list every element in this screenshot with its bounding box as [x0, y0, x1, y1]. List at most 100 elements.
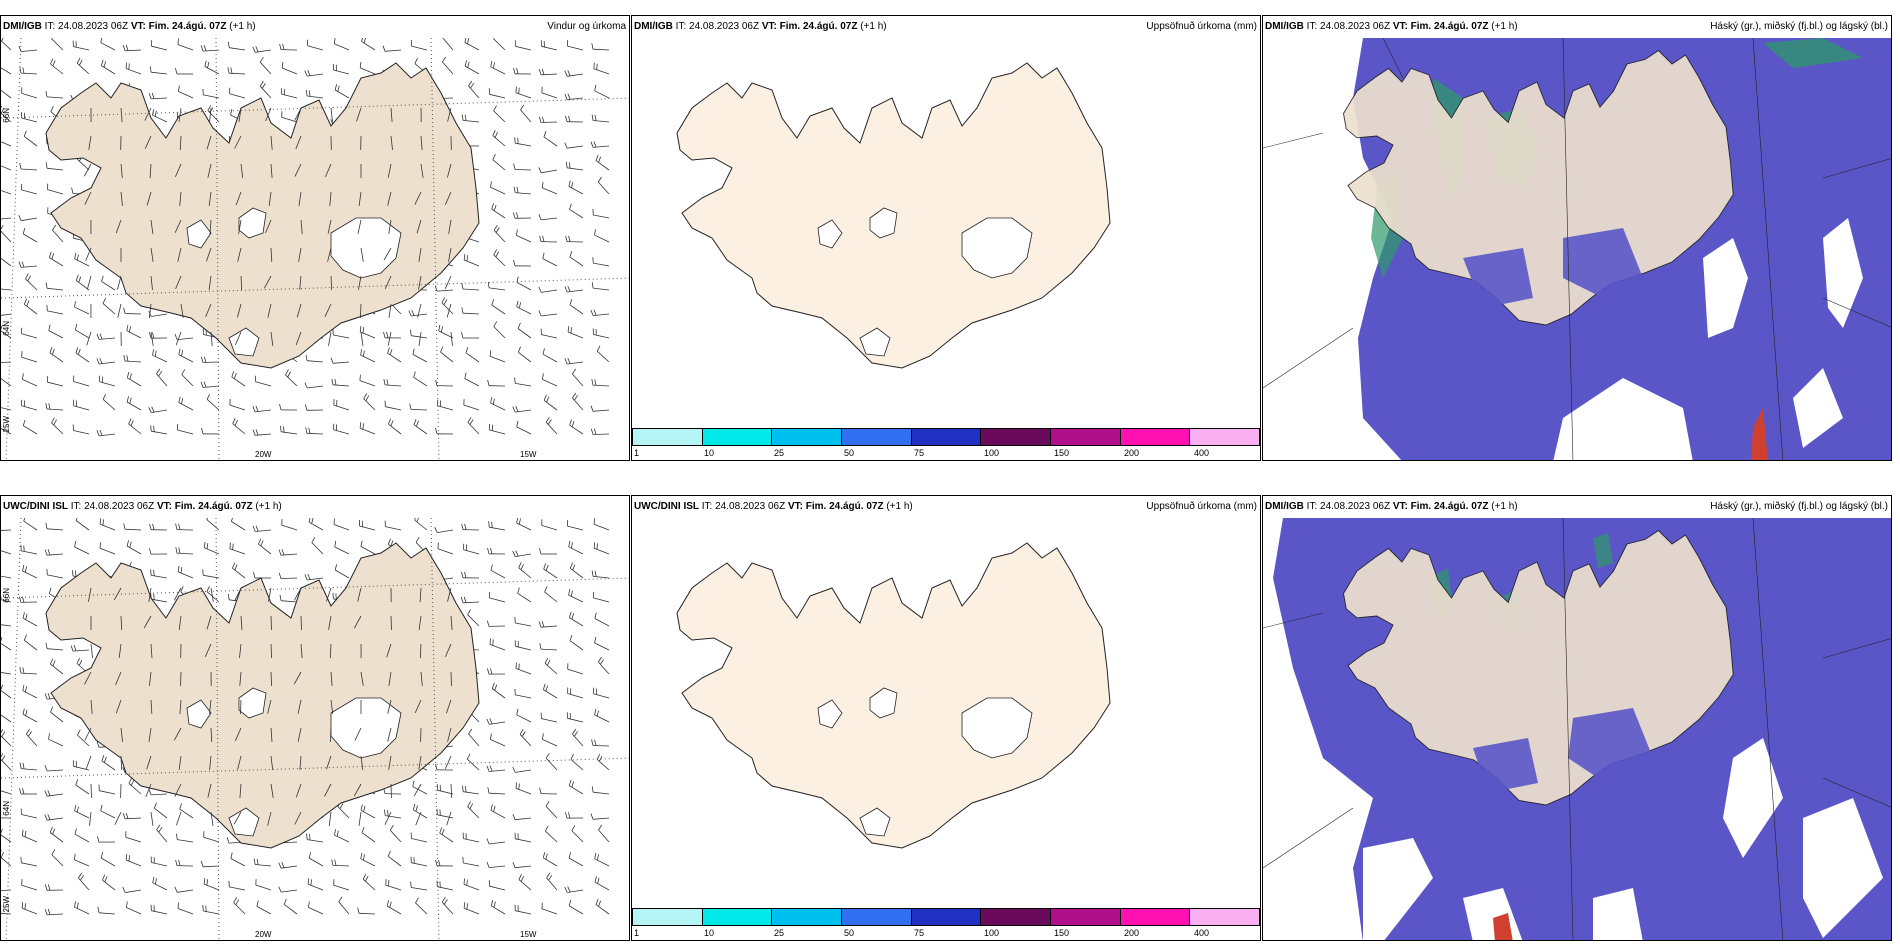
- wind-barb: [543, 563, 558, 579]
- wind-barb: [45, 403, 64, 411]
- wind-barb: [486, 838, 506, 845]
- wind-barb: [325, 163, 332, 178]
- lon-15w-label: 15W: [520, 930, 537, 939]
- wind-barb: [117, 275, 122, 290]
- wind-barb: [412, 348, 428, 363]
- wind-barb: [512, 813, 532, 821]
- wind-barb: [46, 568, 64, 579]
- wind-barb: [493, 249, 506, 267]
- wind-barb: [49, 826, 64, 843]
- colorbar-tick-label: 100: [984, 928, 1000, 938]
- wind-barb: [72, 760, 90, 771]
- wind-barb: [100, 852, 116, 867]
- wind-barb: [46, 376, 64, 387]
- wind-barb: [231, 371, 246, 387]
- colorbar-tick-label: 1: [634, 928, 640, 938]
- wind-barb: [240, 615, 243, 631]
- wind-barb: [334, 829, 350, 843]
- wind-barb: [436, 808, 454, 819]
- wind-barb: [74, 901, 90, 915]
- wind-barb: [23, 298, 38, 315]
- wind-barb: [544, 825, 558, 843]
- wind-barb: [1, 190, 12, 195]
- wind-barb: [461, 114, 480, 123]
- wind-barb: [1, 378, 12, 387]
- wind-barb: [85, 247, 92, 262]
- wind-barb: [1, 217, 12, 220]
- wind-barb: [265, 219, 272, 234]
- wind-barb: [538, 286, 558, 293]
- wind-barb: [543, 394, 558, 411]
- wind-barb: [78, 872, 90, 891]
- wind-barb: [564, 70, 584, 77]
- wind-barb: [150, 643, 153, 659]
- wind-barb: [384, 520, 402, 531]
- wind-barb: [489, 638, 506, 651]
- wind-barb: [280, 425, 298, 435]
- wind-barb: [492, 154, 506, 171]
- colorbar-tick-label: 200: [1124, 928, 1140, 938]
- wind-barb: [19, 67, 38, 75]
- wind-barb: [125, 831, 142, 843]
- wind-barb: [360, 247, 364, 262]
- wind-barb: [294, 107, 302, 121]
- wind-barb: [516, 420, 532, 435]
- wind-barb: [1, 361, 12, 363]
- wind-barb: [362, 873, 376, 891]
- wind-barb: [518, 562, 532, 579]
- wind-barb: [72, 424, 90, 435]
- wind-barb: [463, 902, 480, 915]
- wind-barb: [209, 107, 212, 122]
- wind-barb: [384, 400, 402, 411]
- wind-barb: [518, 874, 532, 891]
- wind-barb: [591, 379, 610, 387]
- wind-barb: [513, 67, 532, 75]
- colorbar-tick-label: 1: [634, 448, 640, 458]
- colorbar-tick-label: 100: [984, 448, 1000, 458]
- wind-barb: [354, 727, 362, 741]
- wind-barb: [278, 862, 298, 869]
- wind-barb: [150, 856, 168, 867]
- wind-barb: [50, 58, 64, 75]
- wind-barb: [22, 419, 38, 435]
- wind-barb: [259, 80, 272, 99]
- wind-barb: [338, 896, 350, 915]
- wind-barb: [359, 519, 376, 531]
- wind-barb: [74, 541, 90, 555]
- wind-barb: [114, 811, 122, 825]
- wind-barb: [1, 141, 12, 147]
- wind-barb: [44, 814, 64, 821]
- wind-barb: [178, 396, 194, 411]
- wind-barb: [22, 565, 38, 579]
- wind-barb: [22, 684, 38, 699]
- wind-barb: [491, 203, 506, 219]
- wind-barb: [410, 329, 428, 339]
- wind-barb: [150, 904, 168, 915]
- wind-barb: [385, 879, 402, 891]
- wind-barb: [487, 379, 506, 387]
- wind-barb: [305, 427, 324, 435]
- panel-title: Uppsöfnuð úrkoma (mm): [1146, 21, 1257, 32]
- lon-25w-label: 25W: [2, 896, 11, 913]
- wind-barb: [439, 827, 454, 843]
- wind-barb: [420, 671, 423, 686]
- cloud-panel-dmi: DMI/IGB IT: 24.08.2023 06Z VT: Fim. 24.á…: [1262, 15, 1892, 461]
- wind-barb: [49, 347, 64, 363]
- panel-header: DMI/IGB IT: 24.08.2023 06Z VT: Fim. 24.á…: [1, 16, 629, 38]
- wind-barb: [123, 355, 142, 363]
- it-label: IT: 24.08.2023 06Z: [1306, 21, 1391, 32]
- wind-barb: [307, 39, 324, 51]
- wind-barb: [540, 40, 558, 51]
- wind-barb: [564, 285, 584, 293]
- wind-barb: [490, 564, 506, 579]
- wind-barb: [173, 727, 182, 741]
- wind-barb: [177, 565, 194, 579]
- wind-barb: [153, 802, 168, 819]
- wind-barb: [203, 878, 220, 891]
- wind-barb: [149, 66, 168, 75]
- wind-barb: [304, 404, 324, 411]
- colorbar-swatch: [911, 429, 982, 445]
- wind-barb: [84, 671, 92, 685]
- wind-barb: [96, 357, 116, 365]
- wind-barb: [25, 728, 38, 747]
